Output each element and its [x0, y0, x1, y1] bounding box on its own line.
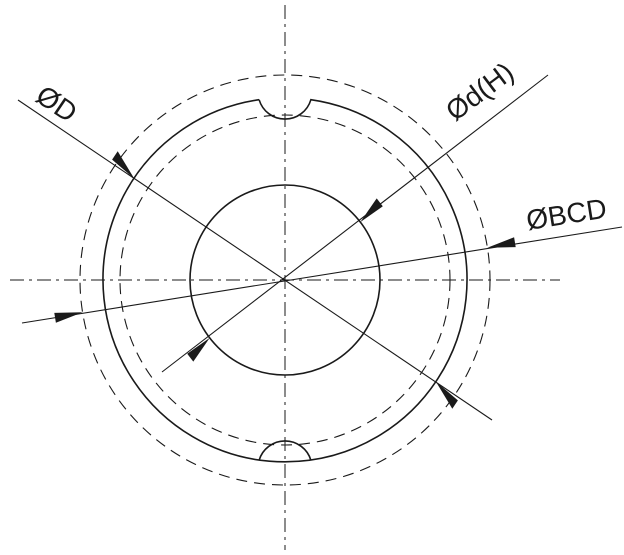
bolt-circle-label: ØBCD	[524, 193, 609, 236]
bolt-circle-leader	[21, 226, 623, 324]
outer-diameter-label: ØD	[31, 79, 83, 128]
outer-diameter-arrow-lower	[435, 381, 458, 409]
outer-profile-with-notches	[102, 98, 468, 463]
bore-diameter-arrow-upper	[360, 198, 383, 223]
bore-diameter-label: Ød(H)	[440, 56, 520, 127]
outer-dashed-circle	[79, 74, 491, 486]
inner-dashed-circle	[119, 114, 451, 446]
bolt-circle-arrow-right	[487, 237, 516, 248]
bore-circle	[189, 184, 381, 376]
outer-diameter-arrow-upper	[112, 151, 135, 179]
bore-diameter-arrow-lower	[187, 337, 210, 362]
bolt-circle-arrow-left	[54, 312, 83, 323]
bore-diameter-leader	[161, 74, 549, 373]
outer-diameter-leader	[17, 99, 493, 421]
